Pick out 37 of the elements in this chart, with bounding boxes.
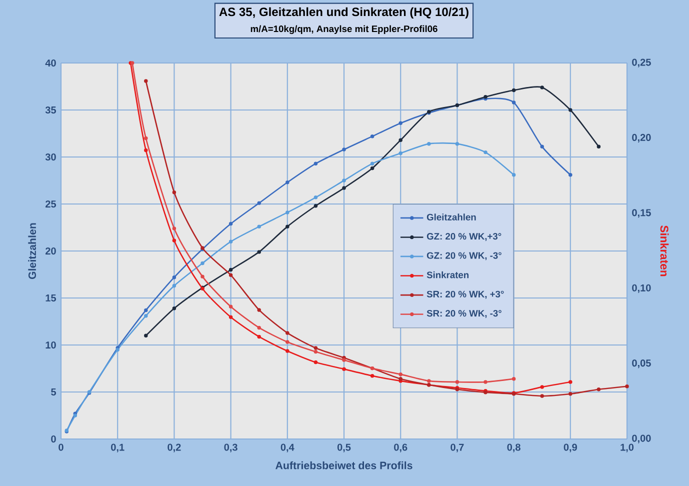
y2-tick-label: 0,00 xyxy=(632,434,651,444)
chart-subtitle: m/A=10kg/qm, Anaylse mit Eppler-Profil06 xyxy=(250,25,438,34)
legend-label: Sinkraten xyxy=(426,271,469,278)
legend-label: SR: 20 % WK, +3° xyxy=(426,290,504,299)
x-axis-title: Auftriebsbeiwet des Profils xyxy=(276,461,412,470)
y2-tick-label: 0,10 xyxy=(632,284,651,293)
x-tick-label: 0,7 xyxy=(450,444,464,452)
y-tick-label: 5 xyxy=(51,388,56,396)
x-tick-label: 0,5 xyxy=(337,444,351,452)
y-tick-label: 40 xyxy=(45,59,56,67)
x-tick-label: 0,4 xyxy=(280,444,294,452)
y-tick-label: 25 xyxy=(46,200,56,208)
legend-label: Gleitzahlen xyxy=(426,214,476,220)
x-tick-label: 0 xyxy=(58,444,64,451)
x-tick-label: 0,9 xyxy=(564,444,577,452)
x-tick-label: 1,0 xyxy=(620,444,634,452)
y-axis-title: Gleitzahlen xyxy=(28,223,36,280)
y2-axis-title: Sinkraten xyxy=(660,226,669,276)
y-tick-label: 20 xyxy=(46,247,56,255)
y2-tick-label: 0,15 xyxy=(632,209,651,218)
x-tick-label: 0,2 xyxy=(168,444,181,452)
y2-tick-label: 0,05 xyxy=(632,360,651,368)
x-tick-label: 0,6 xyxy=(394,444,408,452)
x-tick-label: 0,3 xyxy=(224,444,238,452)
y2-tick-label: 0,20 xyxy=(632,134,651,142)
x-tick-label: 0,8 xyxy=(507,444,520,452)
y-tick-label: 30 xyxy=(45,153,56,161)
chart-title: AS 35, Gleitzahlen und Sinkraten (HQ 10/21) xyxy=(219,7,468,19)
legend-label: SR: 20 % WK, -3° xyxy=(426,310,502,318)
legend-label: GZ: 20 % WK, -3° xyxy=(426,252,502,260)
x-tick-label: 0,1 xyxy=(111,444,124,452)
y2-tick-label: 0,25 xyxy=(632,58,651,68)
y-tick-label: 15 xyxy=(46,294,56,302)
y-tick-label: 0 xyxy=(51,435,56,443)
y-tick-label: 35 xyxy=(45,106,56,114)
legend-label: GZ: 20 % WK,+3° xyxy=(426,233,502,241)
y-tick-label: 10 xyxy=(46,341,56,349)
